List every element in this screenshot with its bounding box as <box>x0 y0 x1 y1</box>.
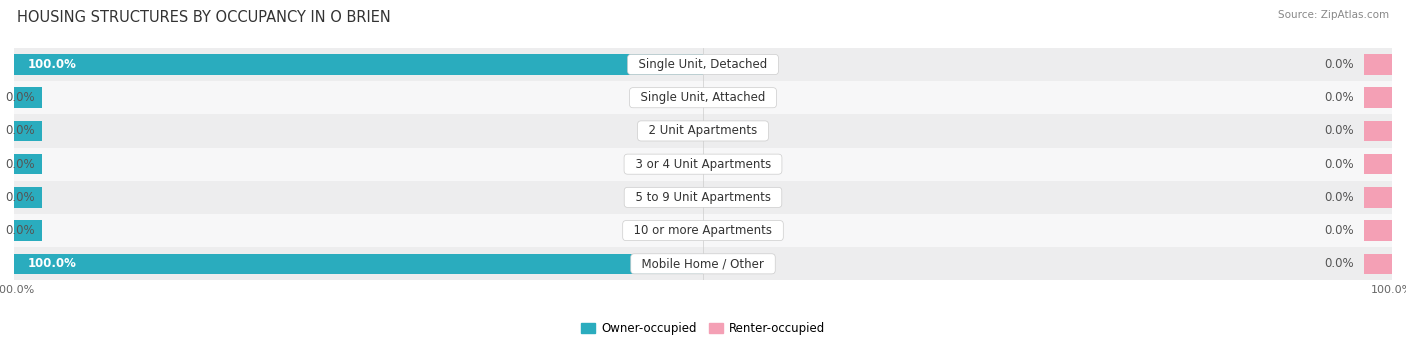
Bar <box>14 54 703 75</box>
Bar <box>14 88 42 108</box>
Bar <box>14 81 1392 114</box>
Text: Mobile Home / Other: Mobile Home / Other <box>634 257 772 270</box>
Text: 0.0%: 0.0% <box>1324 257 1354 270</box>
Text: HOUSING STRUCTURES BY OCCUPANCY IN O BRIEN: HOUSING STRUCTURES BY OCCUPANCY IN O BRI… <box>17 10 391 25</box>
Text: Source: ZipAtlas.com: Source: ZipAtlas.com <box>1278 10 1389 20</box>
Text: 0.0%: 0.0% <box>1324 91 1354 104</box>
Text: 3 or 4 Unit Apartments: 3 or 4 Unit Apartments <box>627 158 779 171</box>
Bar <box>14 214 1392 247</box>
Text: Single Unit, Attached: Single Unit, Attached <box>633 91 773 104</box>
Bar <box>14 48 1392 81</box>
Bar <box>14 181 1392 214</box>
Bar <box>14 121 42 141</box>
Bar <box>1364 121 1392 141</box>
Bar <box>1364 154 1392 174</box>
Bar <box>14 220 42 241</box>
Bar <box>1364 253 1392 274</box>
Text: 5 to 9 Unit Apartments: 5 to 9 Unit Apartments <box>627 191 779 204</box>
Text: 0.0%: 0.0% <box>1324 158 1354 171</box>
Text: 0.0%: 0.0% <box>6 124 35 137</box>
Text: 0.0%: 0.0% <box>1324 224 1354 237</box>
Bar <box>1364 54 1392 75</box>
Text: 0.0%: 0.0% <box>6 191 35 204</box>
Text: 10 or more Apartments: 10 or more Apartments <box>626 224 780 237</box>
Text: 100.0%: 100.0% <box>28 257 77 270</box>
Text: 0.0%: 0.0% <box>6 224 35 237</box>
Bar <box>14 114 1392 147</box>
Text: Single Unit, Detached: Single Unit, Detached <box>631 58 775 71</box>
Bar <box>14 187 42 208</box>
Text: 0.0%: 0.0% <box>1324 191 1354 204</box>
Bar <box>14 247 1392 280</box>
Text: 0.0%: 0.0% <box>1324 124 1354 137</box>
Text: 0.0%: 0.0% <box>6 91 35 104</box>
Bar <box>1364 187 1392 208</box>
Bar <box>14 154 42 174</box>
Text: 0.0%: 0.0% <box>6 158 35 171</box>
Bar <box>14 253 703 274</box>
Text: 0.0%: 0.0% <box>1324 58 1354 71</box>
Bar <box>1364 88 1392 108</box>
Text: 2 Unit Apartments: 2 Unit Apartments <box>641 124 765 137</box>
Text: 100.0%: 100.0% <box>28 58 77 71</box>
Bar <box>14 147 1392 181</box>
Legend: Owner-occupied, Renter-occupied: Owner-occupied, Renter-occupied <box>576 317 830 340</box>
Bar <box>1364 220 1392 241</box>
